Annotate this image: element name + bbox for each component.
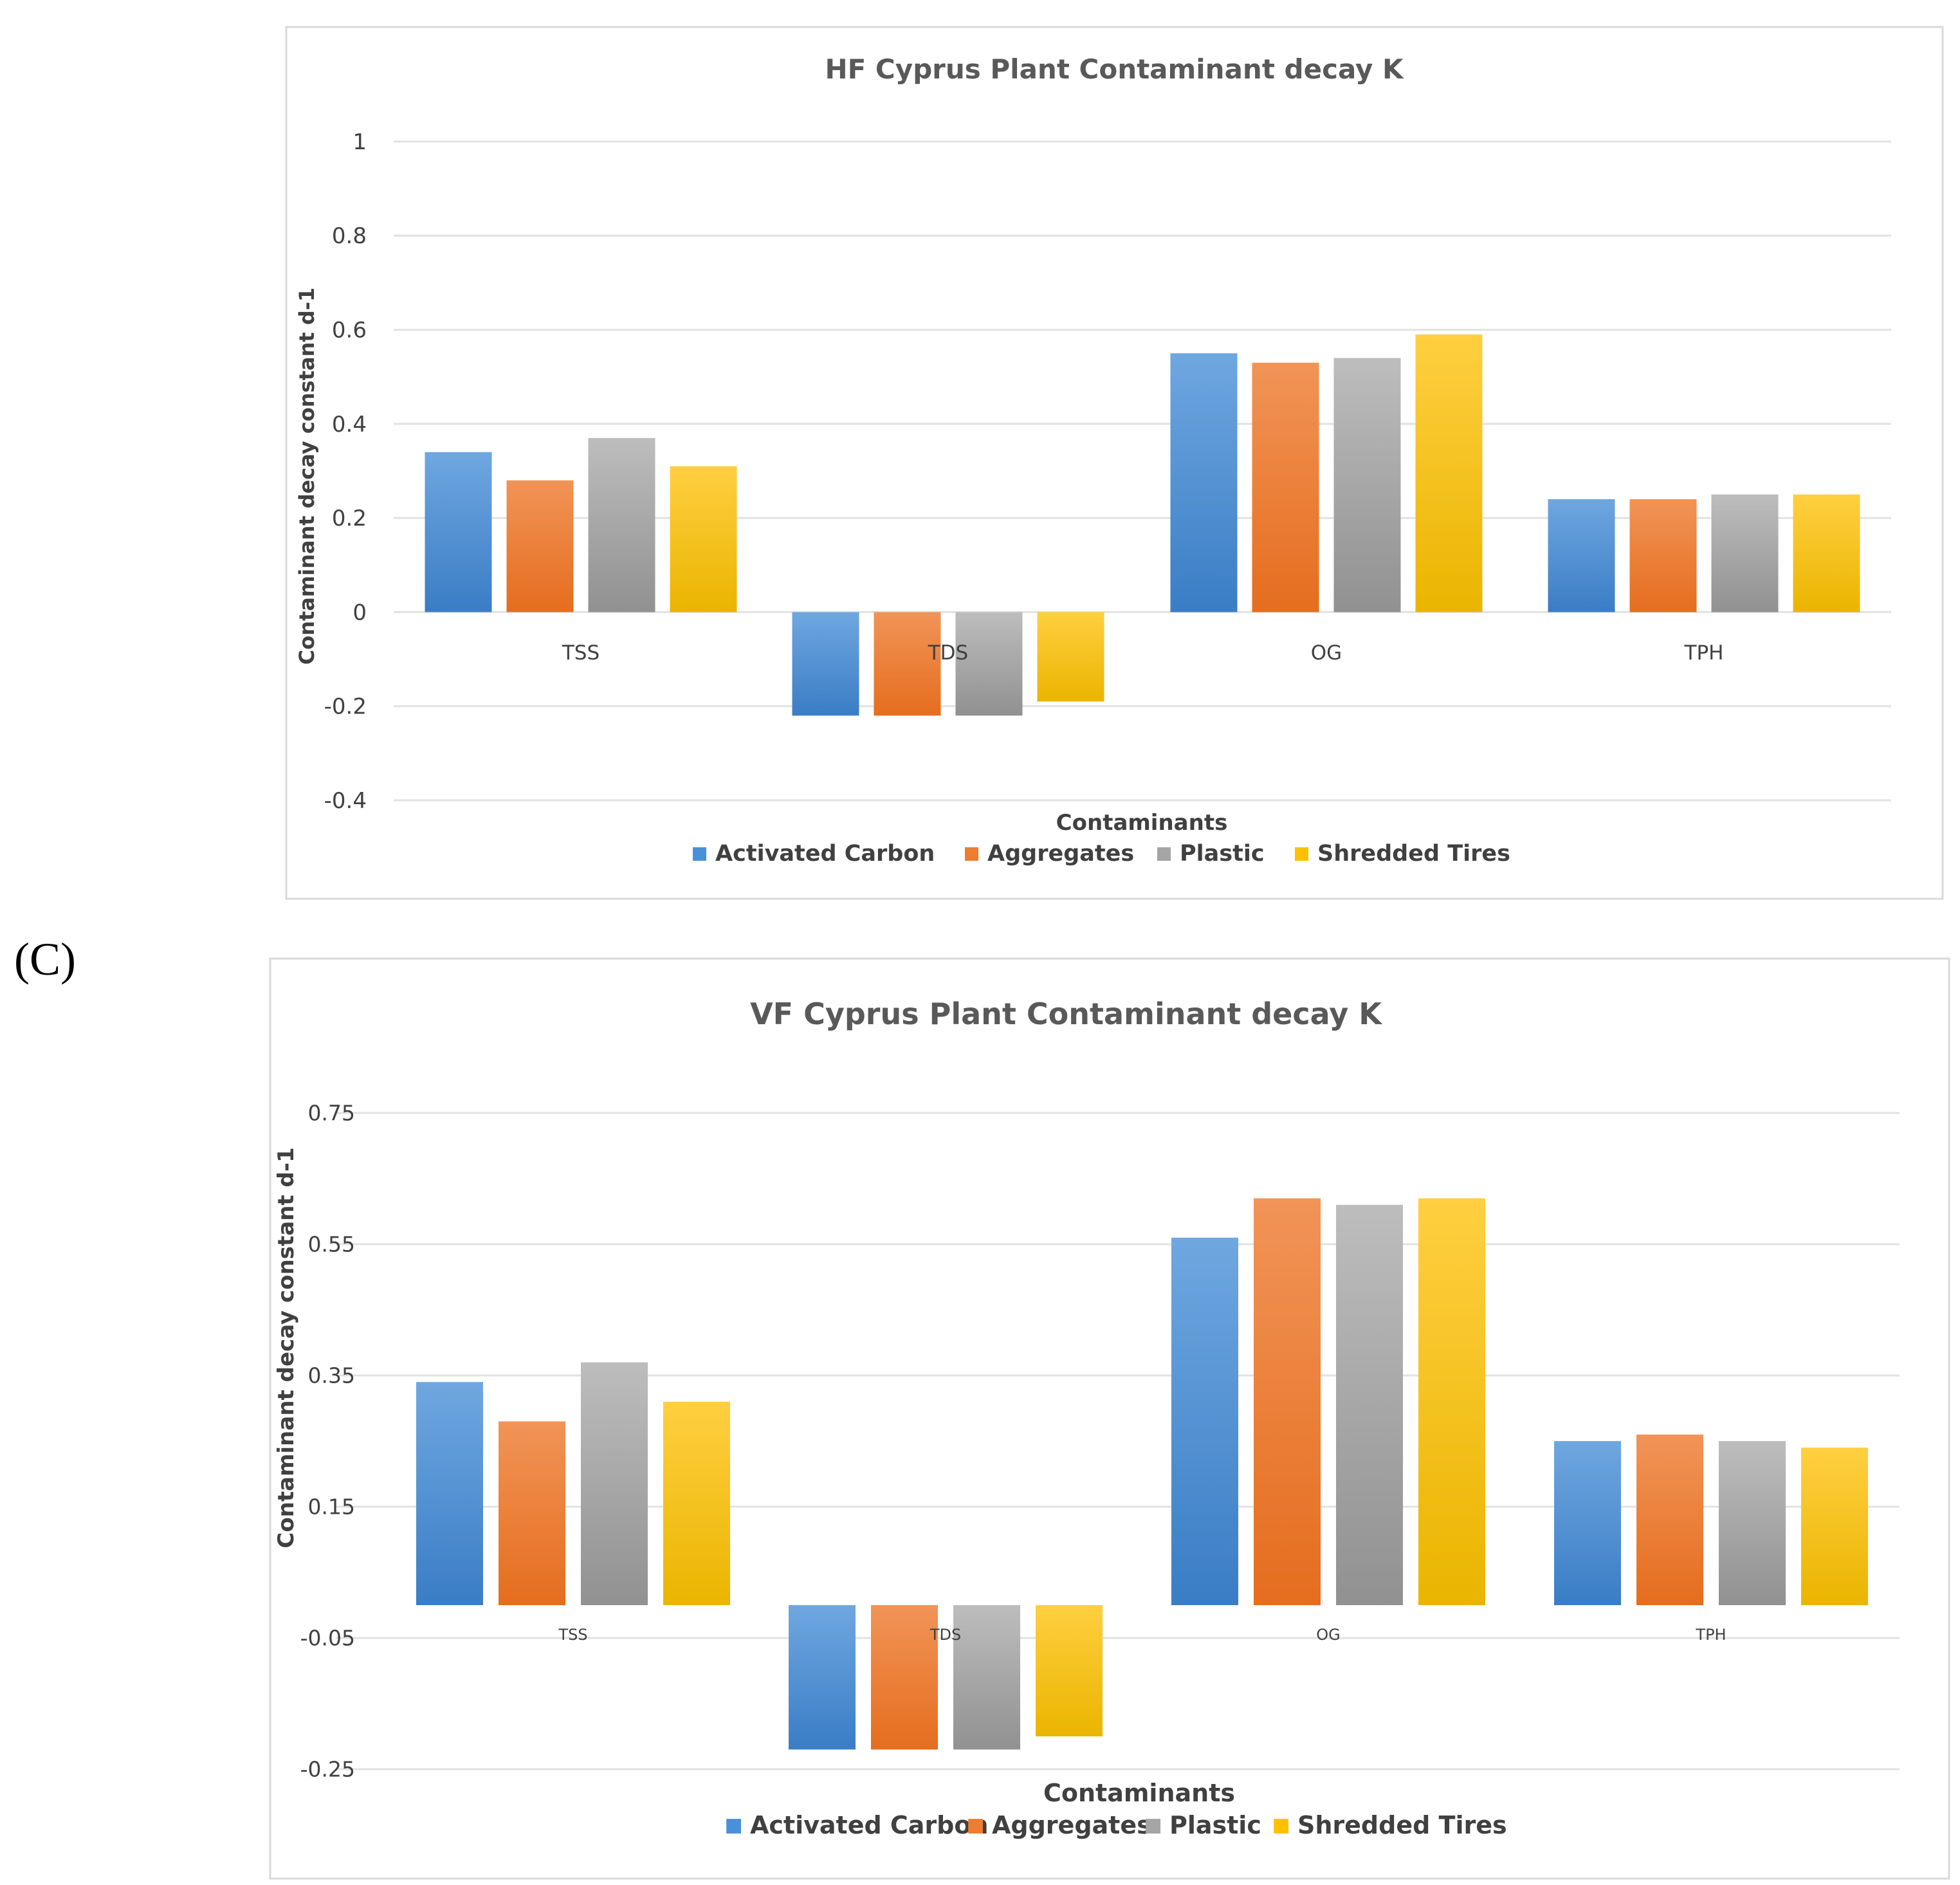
legend-swatch	[693, 847, 706, 861]
y-tick-label: 0.6	[332, 317, 367, 343]
legend-label: Plastic	[1180, 841, 1265, 867]
legend-label: Plastic	[1169, 1811, 1261, 1839]
x-category-label: TDS	[930, 1626, 961, 1644]
x-category-label: OG	[1316, 1626, 1341, 1644]
x-category-label: TSS	[562, 641, 600, 665]
bar-aggregates-tss	[499, 1421, 565, 1605]
legend-label: Aggregates	[987, 841, 1134, 867]
bar-plastic-og	[1333, 358, 1401, 612]
legend-label: Shredded Tires	[1317, 841, 1510, 867]
bar-plastic-tss	[581, 1362, 648, 1605]
bar-plastic-tds	[955, 612, 1023, 716]
bar-aggregates-og	[1252, 362, 1319, 612]
bar-activated-carbon-og	[1170, 353, 1238, 612]
y-tick-label: 0.35	[308, 1363, 355, 1388]
bar-plastic-tss	[588, 437, 655, 612]
bar-plastic-tph	[1711, 494, 1779, 612]
chart-title: VF Cyprus Plant Contaminant decay K	[750, 997, 1383, 1031]
y-tick-label: 0.8	[332, 223, 367, 249]
legend-swatch	[968, 1819, 983, 1834]
legend-label: Activated Carbon	[715, 841, 935, 867]
hf-chart-frame	[285, 26, 1944, 900]
bar-aggregates-tss	[506, 480, 574, 612]
bar-activated-carbon-tds	[789, 1605, 856, 1750]
legend-swatch	[1295, 847, 1308, 861]
y-tick-label: -0.2	[324, 694, 367, 720]
bar-activated-carbon-og	[1171, 1237, 1238, 1605]
y-tick-label: -0.05	[300, 1626, 355, 1651]
bar-aggregates-tds	[871, 1605, 938, 1750]
panel-label: (C)	[14, 933, 76, 985]
x-axis-title: Contaminants	[1056, 810, 1228, 836]
y-tick-label: 0.4	[332, 412, 367, 437]
legend-label: Aggregates	[992, 1811, 1151, 1839]
bar-plastic-tph	[1719, 1441, 1786, 1605]
chart-title: HF Cyprus Plant Contaminant decay K	[825, 53, 1404, 85]
y-tick-label: 1	[353, 129, 367, 155]
bar-activated-carbon-tss	[425, 452, 492, 612]
y-axis-title: Contaminant decay constant d-1	[273, 1147, 299, 1548]
bar-aggregates-tph	[1629, 499, 1697, 612]
y-tick-label: -0.4	[324, 788, 367, 814]
bar-shredded-tires-tss	[663, 1401, 730, 1605]
bar-shredded-tires-tds	[1037, 612, 1104, 702]
bar-shredded-tires-tss	[670, 466, 737, 612]
legend-swatch	[1146, 1819, 1160, 1834]
y-axis-title: Contaminant decay constant d-1	[295, 288, 319, 665]
legend-swatch	[726, 1819, 741, 1834]
vf-chart: VF Cyprus Plant Contaminant decay K 0.75 0…	[273, 997, 1900, 1839]
legend-label: Shredded Tires	[1297, 1811, 1507, 1839]
y-tick-label: 0.15	[308, 1494, 355, 1520]
bar-activated-carbon-tph	[1548, 499, 1615, 612]
bar-shredded-tires-og	[1415, 334, 1483, 612]
x-category-label: OG	[1311, 641, 1342, 665]
bar-shredded-tires-tph	[1793, 494, 1860, 612]
bar-aggregates-tph	[1636, 1434, 1703, 1605]
x-category-label: TDS	[928, 641, 968, 665]
x-category-label: TSS	[558, 1626, 587, 1644]
bar-aggregates-tds	[874, 612, 941, 716]
legend-swatch	[1274, 1819, 1288, 1834]
vf-chart-frame	[269, 957, 1950, 1880]
bar-plastic-og	[1336, 1204, 1403, 1605]
y-tick-label: 0.2	[332, 506, 367, 531]
y-tick-label: 0.55	[308, 1232, 355, 1257]
x-category-label: TPH	[1684, 641, 1724, 665]
hf-chart: HF Cyprus Plant Contaminant decay K 1 0.8 0…	[295, 53, 1891, 867]
bar-shredded-tires-tds	[1036, 1605, 1103, 1736]
y-tick-label: 0.75	[308, 1101, 355, 1126]
x-category-label: TPH	[1695, 1626, 1726, 1644]
bar-shredded-tires-tph	[1801, 1448, 1868, 1605]
bar-activated-carbon-tds	[792, 612, 859, 716]
x-axis-title: Contaminants	[1043, 1779, 1235, 1807]
bar-plastic-tds	[953, 1605, 1020, 1750]
legend-label: Activated Carbon	[750, 1811, 989, 1839]
legend-swatch	[965, 847, 978, 861]
legend-swatch	[1157, 847, 1171, 861]
bar-aggregates-og	[1254, 1198, 1321, 1605]
y-tick-label: -0.25	[300, 1757, 355, 1782]
bar-activated-carbon-tss	[416, 1382, 483, 1605]
bar-shredded-tires-og	[1418, 1198, 1485, 1605]
y-tick-label: 0	[353, 600, 367, 625]
bar-activated-carbon-tph	[1554, 1441, 1621, 1605]
